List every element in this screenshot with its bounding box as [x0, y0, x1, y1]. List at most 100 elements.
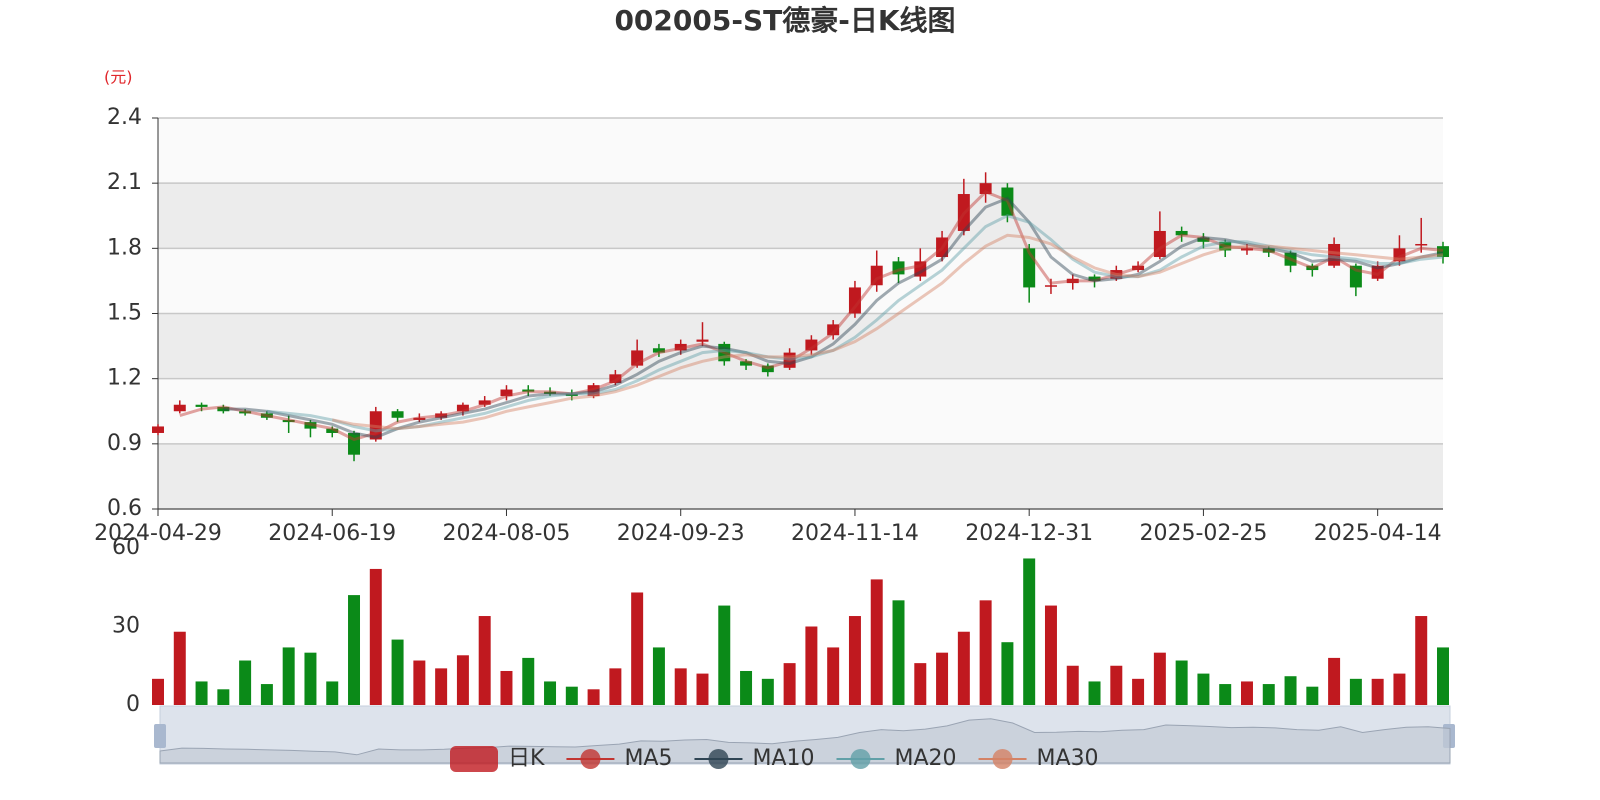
candle-body — [957, 194, 970, 231]
split-area — [158, 118, 1443, 184]
legend-label[interactable]: MA30 — [1037, 746, 1099, 771]
volume-bar — [1240, 681, 1253, 705]
candle-body — [456, 404, 469, 412]
volume-bar — [1437, 647, 1449, 705]
candle-body — [783, 352, 796, 368]
volume-bar — [500, 670, 513, 705]
candle-body — [979, 183, 992, 195]
candle — [1437, 241, 1449, 264]
candle-body — [936, 237, 949, 258]
candle — [1219, 239, 1232, 258]
candle — [456, 402, 469, 416]
volume-tick-label: 30 — [112, 614, 140, 639]
volume-bar — [544, 681, 557, 705]
y-tick-label: 1.2 — [107, 366, 142, 391]
legend-label[interactable]: 日K — [508, 746, 545, 771]
candle — [304, 419, 317, 438]
volume-bar — [152, 678, 164, 705]
volume-bar — [587, 689, 600, 705]
chart-title: 002005-ST德豪-日K线图 — [614, 4, 955, 37]
legend-label[interactable]: MA20 — [895, 746, 957, 771]
candle — [870, 250, 883, 292]
candle-body — [805, 339, 818, 351]
candle — [522, 385, 535, 397]
candle — [369, 406, 382, 442]
candle — [239, 409, 252, 416]
candle-body — [1197, 237, 1210, 242]
ma-line — [223, 196, 1444, 439]
volume-bar — [936, 652, 949, 705]
legend-icon[interactable] — [450, 746, 498, 772]
candle — [652, 343, 665, 357]
candle — [195, 402, 208, 412]
volume-bar — [609, 668, 622, 705]
volume-bar — [435, 668, 448, 705]
candle-body — [544, 391, 557, 394]
candle — [260, 411, 273, 420]
candle — [544, 387, 557, 397]
candle — [173, 400, 186, 414]
candle — [1415, 217, 1428, 253]
candle — [1262, 246, 1275, 258]
candle-body — [1262, 248, 1275, 253]
candle-body — [522, 389, 535, 392]
candle-body — [152, 426, 164, 433]
volume-bar — [1197, 673, 1210, 705]
candle-body — [1240, 248, 1253, 251]
y-tick-label: 0.6 — [107, 496, 142, 521]
legend-icon[interactable] — [992, 749, 1013, 769]
candle-body — [761, 365, 774, 373]
volume-bar — [326, 681, 339, 705]
legend-label[interactable]: MA10 — [752, 746, 814, 771]
volume-bar — [1219, 684, 1232, 705]
zoom-handle-left[interactable] — [154, 724, 166, 748]
legend-label[interactable]: MA5 — [624, 746, 672, 771]
volume-bar — [195, 681, 208, 705]
candle-body — [1328, 243, 1341, 266]
volume-bar — [173, 631, 186, 705]
candle-body — [631, 350, 644, 366]
volume-bar — [957, 631, 970, 705]
candle — [1066, 274, 1079, 290]
candle-body — [1023, 248, 1036, 288]
candle-body — [282, 419, 295, 423]
volume-bar — [1001, 642, 1014, 705]
volume-bar — [1110, 665, 1123, 705]
volume-bar — [369, 568, 382, 705]
volume-bar — [652, 647, 665, 705]
candle — [827, 320, 840, 340]
candle-body — [1066, 278, 1079, 284]
volume-bar — [1306, 686, 1319, 705]
volume-bar — [391, 639, 404, 705]
volume-bar — [674, 668, 687, 705]
volume-bar — [456, 655, 469, 705]
volume-bar — [827, 647, 840, 705]
volume-bar — [1066, 665, 1079, 705]
ma-line — [179, 190, 1444, 442]
candle-body — [1437, 246, 1449, 258]
x-tick-label: 2024-04-29 — [94, 521, 222, 546]
volume-bar — [478, 616, 491, 705]
volume-bar — [1262, 684, 1275, 705]
x-tick-label: 2024-06-19 — [268, 521, 396, 546]
volume-bar — [1132, 678, 1145, 705]
volume-tick-label: 60 — [112, 535, 140, 560]
volume-bar — [740, 670, 753, 705]
candle — [1197, 233, 1210, 249]
candle-body — [1044, 285, 1057, 287]
legend-icon[interactable] — [580, 749, 601, 769]
x-tick-label: 2024-09-23 — [617, 521, 745, 546]
volume-bar — [805, 626, 818, 705]
candle-body — [413, 417, 426, 420]
volume-bar — [979, 600, 992, 705]
y-tick-label: 2.4 — [107, 105, 142, 130]
candle — [1371, 261, 1384, 281]
candle-body — [1349, 265, 1362, 288]
candle-body — [914, 261, 927, 277]
candle — [936, 230, 949, 262]
x-tick-label: 2024-11-14 — [791, 521, 919, 546]
legend-icon[interactable] — [850, 749, 871, 769]
candle-body — [435, 413, 448, 418]
candle — [1175, 226, 1188, 242]
legend-icon[interactable] — [708, 749, 729, 769]
